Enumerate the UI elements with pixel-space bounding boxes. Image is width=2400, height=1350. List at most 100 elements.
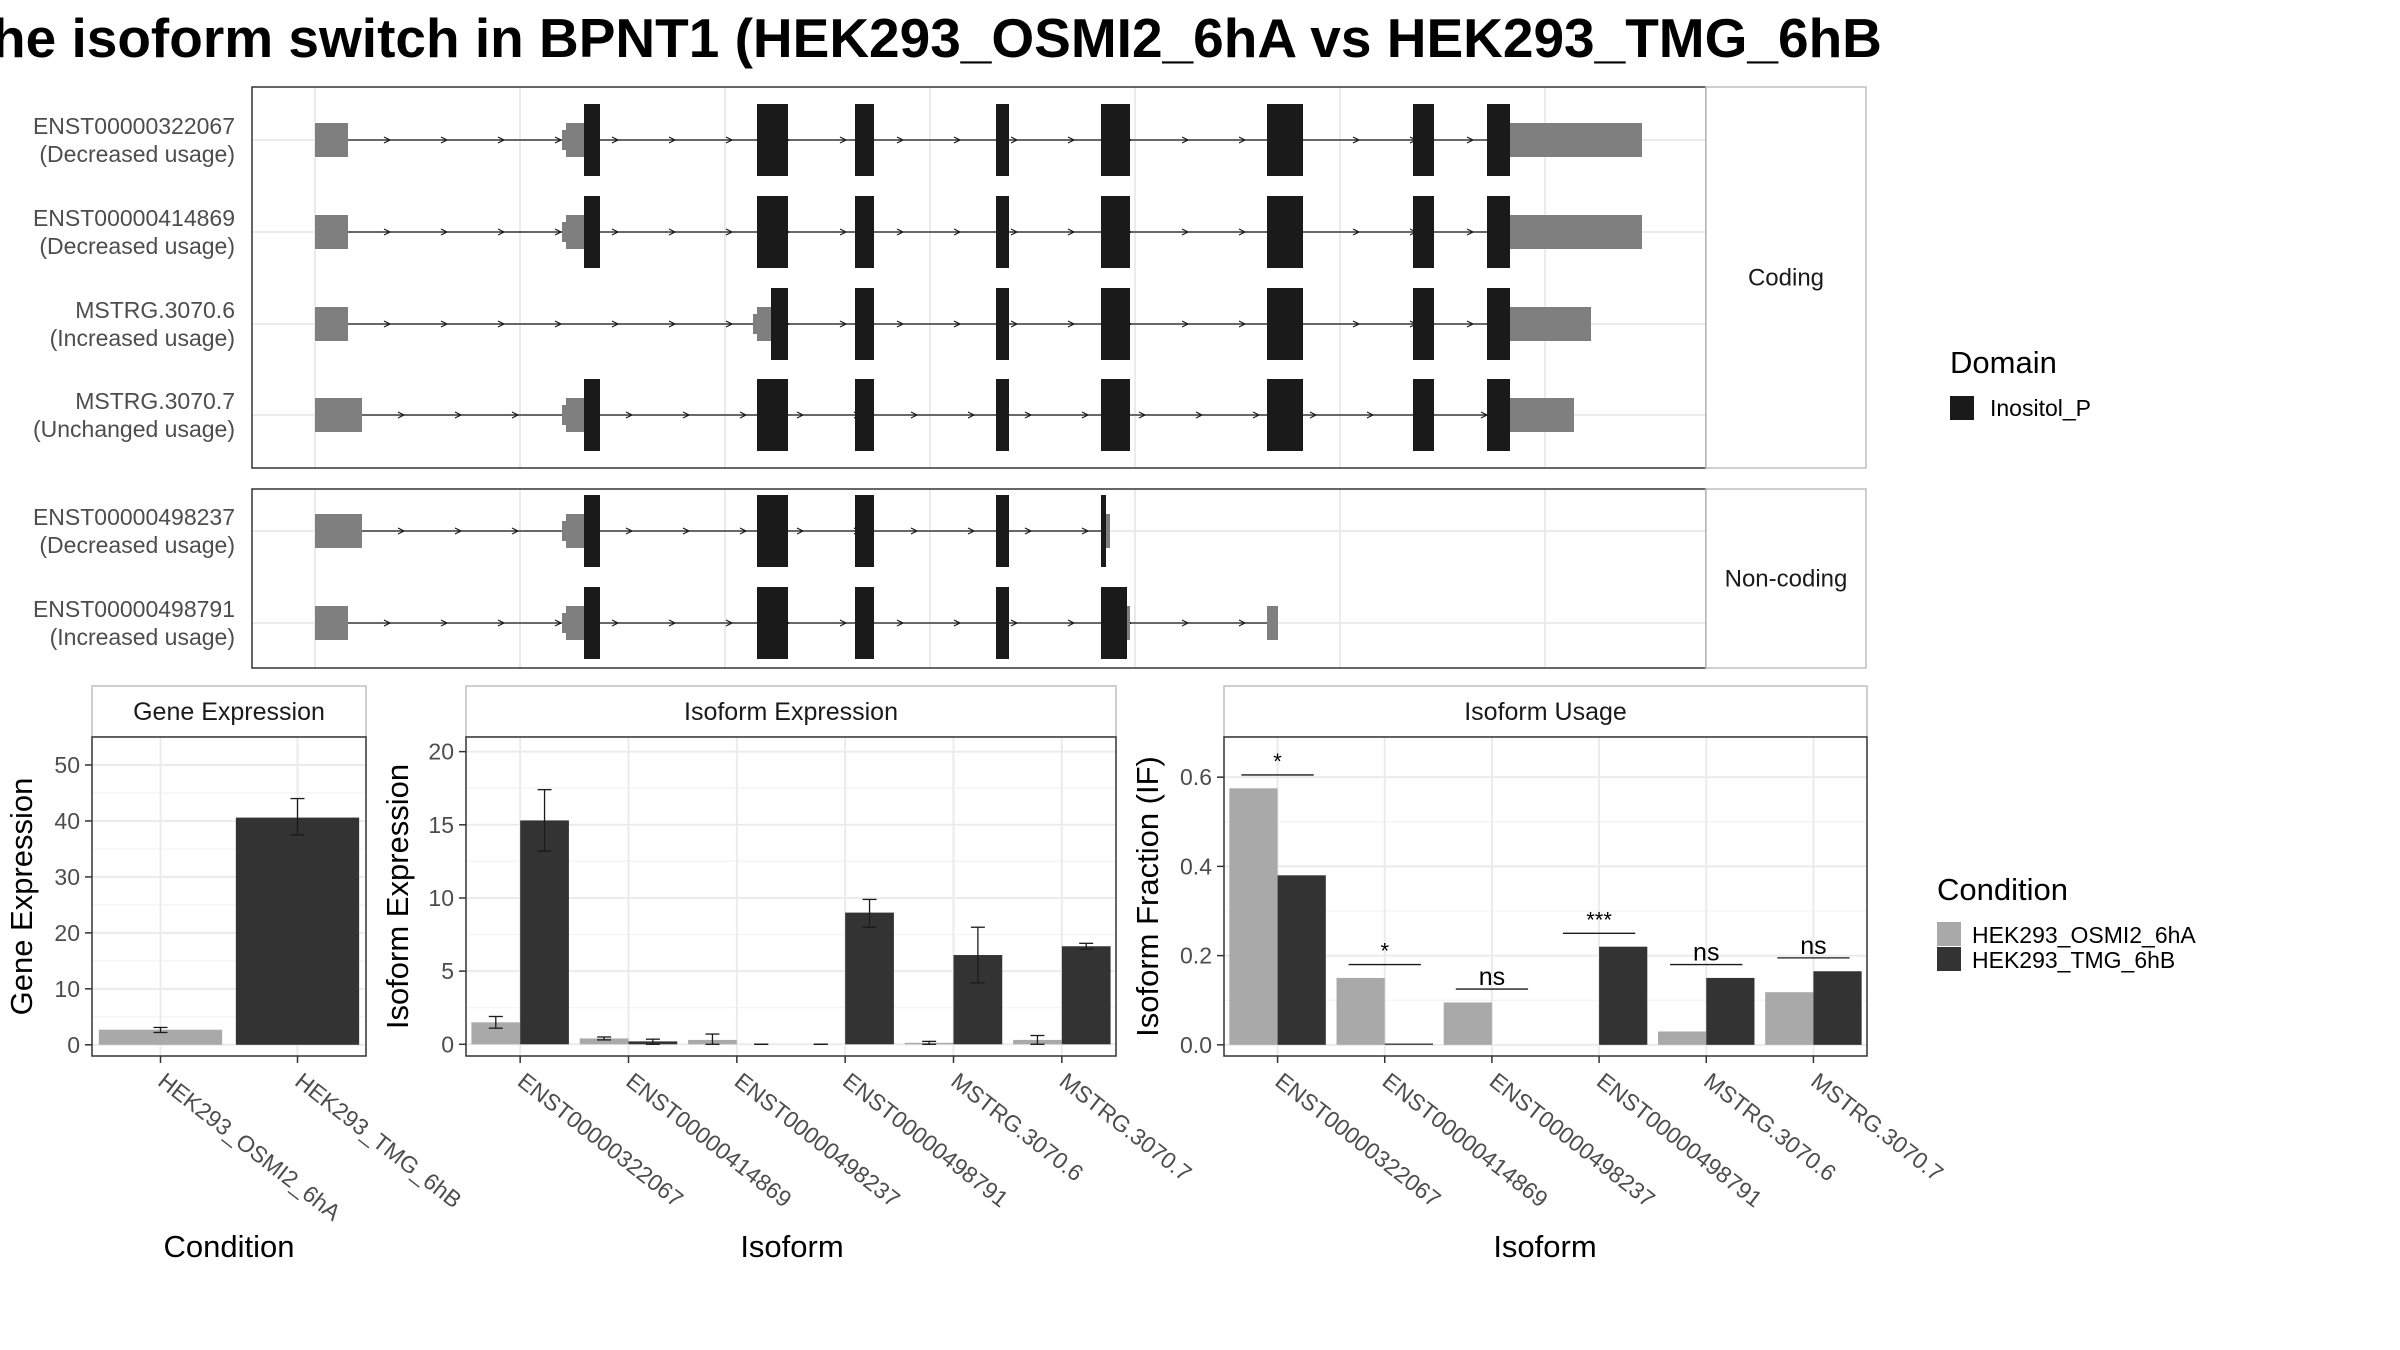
- y-tick-label: 0.4: [1180, 853, 1212, 879]
- bar: [1336, 977, 1385, 1045]
- strand-arrow: [440, 136, 449, 144]
- strand-arrow: [967, 411, 976, 419]
- exon-domain-block: [1267, 379, 1303, 451]
- utr-block: [1510, 123, 1642, 157]
- plot-background: [1224, 737, 1867, 1056]
- exon-domain-block: [584, 587, 600, 659]
- utr-block: [315, 215, 348, 249]
- utr-block: [753, 314, 757, 334]
- y-tick-label: 0: [441, 1031, 454, 1057]
- strand-arrow: [668, 228, 677, 236]
- exon-domain-block: [996, 587, 1009, 659]
- strand-arrow: [1181, 619, 1190, 627]
- strand-arrow: [511, 411, 520, 419]
- bar: [845, 912, 894, 1045]
- transcript-id-label: ENST00000498237: [33, 504, 235, 530]
- figure-title: he isoform switch in BPNT1 (HEK293_OSMI2…: [0, 7, 1882, 69]
- plot-border: [1223, 736, 1868, 1057]
- strand-arrow: [1081, 527, 1090, 535]
- exon-domain-block: [1413, 288, 1434, 360]
- strand-arrow: [1352, 136, 1361, 144]
- strand-arrow: [611, 619, 620, 627]
- strand-arrow: [725, 619, 734, 627]
- bar: [1706, 977, 1755, 1045]
- transcript-usage-label: (Decreased usage): [39, 141, 235, 167]
- exon-domain-block: [996, 495, 1009, 567]
- strand-arrow: [910, 411, 919, 419]
- exon-domain-block: [1413, 104, 1434, 176]
- significance-label: ns: [1479, 963, 1505, 991]
- exon-domain-block: [757, 196, 788, 268]
- condition-legend-key-b: [1937, 947, 1961, 971]
- strand-arrow: [611, 228, 620, 236]
- strand-arrow: [796, 411, 805, 419]
- strand-arrow: [896, 619, 905, 627]
- strand-arrow: [839, 619, 848, 627]
- exon-domain-block: [1101, 495, 1106, 567]
- utr-block: [562, 405, 566, 425]
- bar: [1658, 1031, 1707, 1045]
- strand-arrow: [896, 228, 905, 236]
- domain-legend-label: Inositol_P: [1990, 395, 2091, 421]
- strand-arrow: [682, 411, 691, 419]
- exon-domain-block: [1487, 379, 1510, 451]
- panel-strip: [91, 685, 367, 738]
- utr-block: [562, 613, 566, 633]
- panel-strip: [465, 685, 1117, 738]
- y-tick-label: 10: [428, 885, 454, 911]
- significance-label: *: [1273, 749, 1282, 774]
- y-tick-label: 15: [428, 812, 454, 838]
- utr-block: [562, 222, 566, 242]
- strand-arrow: [739, 411, 748, 419]
- transcript-usage-label: (Decreased usage): [39, 233, 235, 259]
- exon-domain-block: [1267, 196, 1303, 268]
- bar: [579, 1038, 629, 1045]
- strand-arrow: [839, 320, 848, 328]
- transcript-usage-label: (Increased usage): [50, 624, 235, 650]
- domain-legend-title: Domain: [1950, 345, 2057, 380]
- strand-arrow: [554, 619, 563, 627]
- y-tick-label: 30: [54, 864, 80, 890]
- strand-arrow: [383, 619, 392, 627]
- utr-block: [315, 398, 362, 432]
- y-tick-label: 50: [54, 752, 80, 778]
- x-axis-title: Condition: [164, 1229, 295, 1264]
- exon-domain-block: [855, 288, 874, 360]
- exon-domain-block: [584, 379, 600, 451]
- strand-arrow: [967, 527, 976, 535]
- exon-domain-block: [1267, 288, 1303, 360]
- exon-domain-block: [584, 104, 600, 176]
- strand-arrow: [725, 320, 734, 328]
- strand-arrow: [1238, 136, 1247, 144]
- strand-arrow: [1309, 411, 1318, 419]
- condition-legend-title: Condition: [1937, 872, 2068, 907]
- strand-arrow: [497, 320, 506, 328]
- exon-domain-block: [996, 379, 1009, 451]
- exon-domain-block: [1101, 288, 1130, 360]
- strand-arrow: [839, 228, 848, 236]
- strand-arrow: [497, 136, 506, 144]
- strand-arrow: [796, 527, 805, 535]
- exon-domain-block: [855, 587, 874, 659]
- strand-arrow: [1466, 320, 1475, 328]
- strand-arrow: [440, 320, 449, 328]
- exon-domain-block: [757, 379, 788, 451]
- strand-arrow: [953, 619, 962, 627]
- strand-arrow: [1081, 411, 1090, 419]
- domain-legend-key: [1950, 396, 1974, 420]
- exon-domain-block: [855, 379, 874, 451]
- strand-arrow: [896, 320, 905, 328]
- strand-arrow: [1238, 228, 1247, 236]
- exon-domain-block: [757, 104, 788, 176]
- bar: [1061, 946, 1111, 1045]
- facet-strip-label: Non-coding: [1725, 566, 1848, 593]
- y-axis-title: Isoform Expression: [380, 764, 415, 1029]
- strand-arrow: [1010, 136, 1019, 144]
- strand-arrow: [1181, 228, 1190, 236]
- transcript-usage-label: (Unchanged usage): [33, 416, 235, 442]
- transcript-id-label: ENST00000414869: [33, 205, 235, 231]
- utr-block: [1510, 398, 1574, 432]
- plot-border: [465, 736, 1117, 1057]
- exon-domain-block: [584, 495, 600, 567]
- utr-block: [1510, 215, 1642, 249]
